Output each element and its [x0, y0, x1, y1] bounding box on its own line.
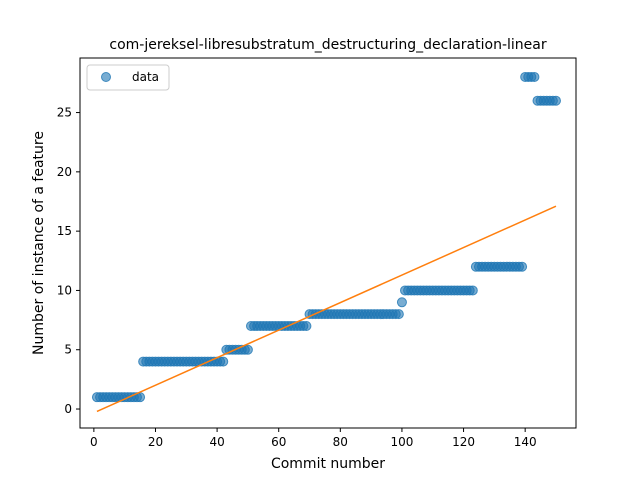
x-axis-label: Commit number	[271, 456, 385, 472]
data-point	[393, 309, 404, 320]
fit-line	[96, 205, 557, 413]
y-axis-label: Number of instance of a feature	[31, 131, 47, 355]
x-tick-label: 20	[148, 435, 163, 449]
data-point	[242, 344, 253, 355]
data-point	[218, 356, 229, 367]
data-point	[467, 285, 478, 296]
legend-box	[86, 64, 170, 91]
y-tick-label: 15	[57, 224, 72, 238]
data-point	[301, 321, 312, 332]
x-tick-label: 100	[390, 435, 413, 449]
legend: data	[86, 64, 170, 91]
y-tick-label: 10	[57, 283, 72, 297]
x-tick-label: 120	[452, 435, 475, 449]
plot-frame	[79, 57, 577, 429]
y-tick-label: 20	[57, 165, 72, 179]
fit-line-group	[96, 205, 557, 413]
data-point	[529, 71, 540, 82]
chart-title: com-jereksel-libresubstratum_destructuri…	[109, 37, 546, 53]
x-tick-label: 80	[333, 435, 348, 449]
data-point	[517, 261, 528, 272]
data-point	[396, 297, 407, 308]
x-axis-ticks: 0 20 40 60 80 100 120 140	[90, 428, 537, 449]
legend-label: data	[132, 70, 159, 84]
data-point	[550, 95, 561, 106]
data-points	[91, 71, 561, 403]
x-tick-label: 0	[90, 435, 98, 449]
y-tick-label: 0	[64, 402, 72, 416]
x-tick-label: 40	[209, 435, 224, 449]
y-tick-label: 5	[64, 343, 72, 357]
y-tick-label: 25	[57, 106, 72, 120]
y-axis-ticks: 0 5 10 15 20 25	[57, 106, 80, 416]
x-tick-label: 140	[514, 435, 537, 449]
legend-marker	[101, 72, 111, 82]
x-tick-label: 60	[271, 435, 286, 449]
